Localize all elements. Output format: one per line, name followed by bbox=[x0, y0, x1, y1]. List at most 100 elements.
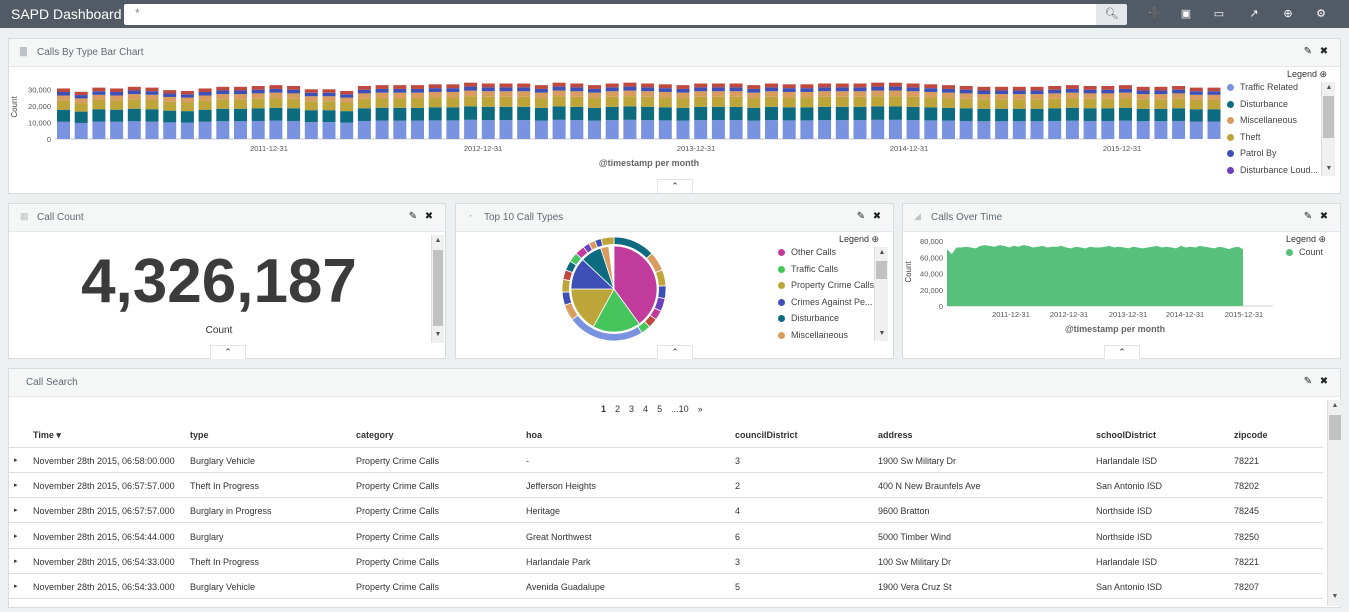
legend-item[interactable]: Miscellaneous bbox=[778, 330, 848, 340]
column-header[interactable]: category bbox=[356, 430, 394, 440]
page-link[interactable]: 2 bbox=[615, 404, 621, 414]
search-button[interactable]: 🔍︎ bbox=[1096, 4, 1127, 25]
table-row[interactable]: ▸ November 28th 2015, 06:57:57.000 Theft I… bbox=[9, 473, 1323, 499]
bar-segment bbox=[375, 98, 389, 108]
scroll-up-icon[interactable]: ▲ bbox=[434, 237, 442, 244]
bar-segment bbox=[906, 83, 920, 88]
legend-item[interactable]: Patrol By bbox=[1227, 148, 1277, 158]
page-link[interactable]: 3 bbox=[629, 404, 635, 414]
scroll-up-icon[interactable]: ▲ bbox=[878, 249, 886, 256]
legend-item[interactable]: Disturbance Loud... bbox=[1227, 165, 1318, 175]
table-row[interactable]: ▸ November 28th 2015, 06:54:33.000 Burglar… bbox=[9, 574, 1323, 599]
bar-segment bbox=[110, 100, 124, 110]
column-header[interactable]: address bbox=[878, 430, 913, 440]
scroll-up-icon[interactable]: ▲ bbox=[1331, 402, 1339, 409]
save-icon[interactable]: ▣ bbox=[1180, 8, 1192, 20]
app-title[interactable]: SAPD Dashboard bbox=[11, 6, 122, 22]
edit-icon[interactable]: ✎ bbox=[1303, 211, 1313, 222]
legend-item[interactable]: Traffic Calls bbox=[778, 264, 838, 274]
edit-icon[interactable]: ✎ bbox=[408, 211, 418, 222]
expand-row-icon[interactable]: ▸ bbox=[14, 532, 18, 540]
open-icon[interactable]: ▭ bbox=[1213, 8, 1225, 20]
legend-item[interactable]: Theft bbox=[1227, 132, 1261, 142]
column-header[interactable]: hoa bbox=[526, 430, 543, 440]
page-link[interactable]: ...10 bbox=[671, 404, 689, 414]
scrollbar-thumb[interactable] bbox=[1329, 415, 1341, 440]
legend-item[interactable]: Count bbox=[1286, 247, 1323, 257]
edit-icon[interactable]: ✎ bbox=[1303, 376, 1313, 387]
search-input[interactable]: * bbox=[124, 4, 1096, 25]
legend-item-label: Miscellaneous bbox=[791, 330, 849, 340]
collapse-toggle[interactable]: ⌃ bbox=[657, 345, 693, 359]
bar-segment bbox=[1136, 121, 1150, 139]
panel-header: ◢ Calls Over Time ✎ ✖ bbox=[903, 204, 1340, 232]
column-header[interactable]: councilDistrict bbox=[735, 430, 798, 440]
bar-segment bbox=[198, 121, 212, 139]
legend-scrollbar[interactable]: ▲ ▼ bbox=[874, 247, 888, 341]
scrollbar-thumb[interactable] bbox=[876, 261, 887, 279]
table-row[interactable]: ▸ November 28th 2015, 06:57:57.000 Burglar… bbox=[9, 498, 1323, 524]
expand-row-icon[interactable]: ▸ bbox=[14, 457, 18, 464]
expand-row-icon[interactable]: ▸ bbox=[14, 557, 18, 565]
bar-segment bbox=[411, 85, 424, 89]
column-header[interactable]: type bbox=[190, 430, 209, 440]
legend-toggle[interactable]: Legend ⊕ bbox=[839, 234, 880, 244]
column-header[interactable]: zipcode bbox=[1234, 430, 1268, 440]
legend-item[interactable]: Crimes Against Pe... bbox=[778, 297, 873, 307]
collapse-toggle[interactable]: ⌃ bbox=[1104, 345, 1140, 359]
expand-row-icon[interactable]: ▸ bbox=[14, 507, 18, 515]
table-row[interactable]: ▸ November 28th 2015, 06:58:00.000 Burglar… bbox=[9, 448, 1323, 473]
column-header[interactable]: Time ▾ bbox=[33, 430, 61, 440]
bar-segment bbox=[145, 109, 159, 122]
legend-item[interactable]: Miscellaneous bbox=[1227, 115, 1297, 125]
bar-segment bbox=[251, 98, 265, 109]
new-dashboard-icon[interactable]: ➕ bbox=[1148, 8, 1162, 20]
close-icon[interactable]: ✖ bbox=[872, 211, 882, 222]
table-row[interactable]: ▸ November 28th 2015, 06:54:33.000 Theft I… bbox=[9, 549, 1323, 574]
bar-segment bbox=[145, 121, 159, 139]
close-icon[interactable]: ✖ bbox=[1319, 211, 1329, 222]
scroll-down-icon[interactable]: ▼ bbox=[878, 330, 886, 337]
close-icon[interactable]: ✖ bbox=[1319, 376, 1329, 387]
page-link[interactable]: 5 bbox=[657, 404, 663, 414]
table-row[interactable]: ▸ November 28th 2015, 06:54:44.000 Burglar… bbox=[9, 524, 1323, 549]
close-icon[interactable]: ✖ bbox=[1319, 46, 1329, 57]
page-link[interactable]: 4 bbox=[643, 404, 649, 414]
legend-toggle[interactable]: Legend ⊕ bbox=[1286, 234, 1327, 244]
share-icon[interactable]: ↗ bbox=[1249, 8, 1259, 20]
bar-segment bbox=[1119, 120, 1132, 139]
add-panel-icon[interactable]: ⊕ bbox=[1283, 8, 1293, 20]
table-cell: Jefferson Heights bbox=[526, 481, 596, 492]
expand-row-icon[interactable]: ▸ bbox=[14, 583, 18, 590]
collapse-toggle[interactable]: ⌃ bbox=[657, 179, 693, 193]
panel-scrollbar[interactable]: ▲ ▼ bbox=[431, 235, 444, 343]
scroll-up-icon[interactable]: ▲ bbox=[1325, 84, 1333, 91]
bar-segment bbox=[995, 94, 1009, 100]
page-link[interactable]: » bbox=[697, 404, 703, 414]
collapse-toggle[interactable]: ⌃ bbox=[210, 345, 246, 359]
scroll-down-icon[interactable]: ▼ bbox=[434, 331, 442, 338]
bar-segment bbox=[393, 107, 407, 121]
column-header[interactable]: schoolDistrict bbox=[1096, 430, 1157, 440]
expand-row-icon[interactable]: ▸ bbox=[14, 482, 18, 490]
bar-segment bbox=[481, 87, 495, 92]
scrollbar-thumb[interactable] bbox=[433, 250, 443, 326]
legend-scrollbar[interactable]: ▲ ▼ bbox=[1321, 82, 1335, 176]
legend-item[interactable]: Disturbance bbox=[1227, 99, 1288, 109]
legend-item[interactable]: Other Calls bbox=[778, 247, 836, 257]
edit-icon[interactable]: ✎ bbox=[1303, 46, 1313, 57]
scroll-down-icon[interactable]: ▼ bbox=[1331, 593, 1339, 600]
bar-segment bbox=[1048, 120, 1062, 139]
settings-icon[interactable]: ⚙ bbox=[1316, 8, 1326, 20]
scroll-down-icon[interactable]: ▼ bbox=[1325, 165, 1333, 172]
table-scrollbar[interactable]: ▲ ▼ bbox=[1327, 400, 1341, 606]
close-icon[interactable]: ✖ bbox=[424, 211, 434, 222]
legend-item[interactable]: Disturbance bbox=[778, 313, 839, 323]
edit-icon[interactable]: ✎ bbox=[856, 211, 866, 222]
legend-toggle[interactable]: Legend ⊕ bbox=[1287, 69, 1328, 79]
page-current[interactable]: 1 bbox=[601, 404, 607, 414]
legend-item[interactable]: Property Crime Calls bbox=[778, 280, 874, 290]
scrollbar-thumb[interactable] bbox=[1323, 96, 1334, 138]
legend-item[interactable]: Traffic Related bbox=[1227, 82, 1298, 92]
table-cell: 78250 bbox=[1234, 531, 1260, 542]
